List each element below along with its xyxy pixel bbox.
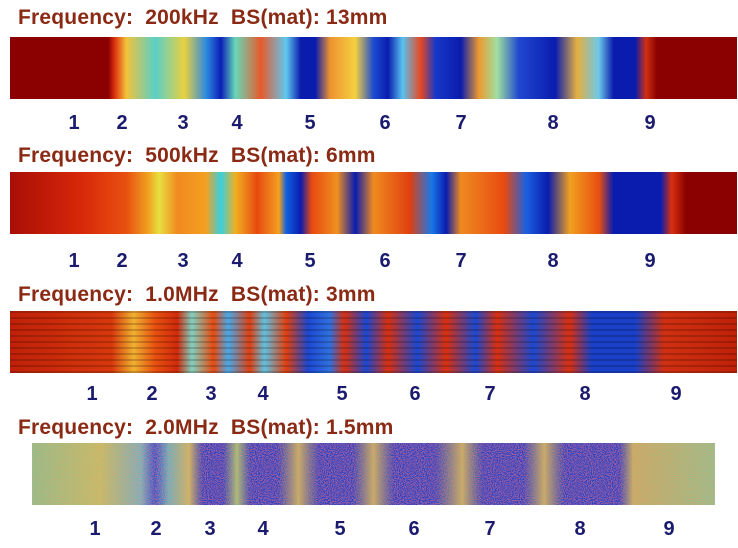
position-label: 4 <box>257 383 269 405</box>
panel-title: Frequency: 1.0MHz BS(mat): 3mm <box>18 283 376 306</box>
panel-title: Frequency: 500kHz BS(mat): 6mm <box>18 144 376 167</box>
position-label: 7 <box>455 112 467 134</box>
position-label: 2 <box>116 250 128 272</box>
position-label: 2 <box>146 383 158 405</box>
position-label: 1 <box>89 518 101 540</box>
position-label: 8 <box>579 383 591 405</box>
heatmap-strip <box>32 443 715 505</box>
position-label: 3 <box>177 250 189 272</box>
position-label: 9 <box>644 112 656 134</box>
position-label: 3 <box>177 112 189 134</box>
heatmap-strip <box>10 172 737 234</box>
position-labels: 1 2 3 4 5 6 7 8 9 <box>0 250 738 276</box>
position-label: 7 <box>455 250 467 272</box>
position-label: 6 <box>408 518 420 540</box>
position-label: 4 <box>231 112 243 134</box>
position-labels: 1 2 3 4 5 6 7 8 9 <box>0 518 738 544</box>
heatmap-strip <box>10 311 737 373</box>
position-label: 8 <box>547 112 559 134</box>
position-label: 6 <box>379 250 391 272</box>
position-label: 9 <box>663 518 675 540</box>
panel-title: Frequency: 200kHz BS(mat): 13mm <box>18 6 388 29</box>
position-label: 5 <box>304 112 316 134</box>
position-label: 4 <box>231 250 243 272</box>
position-label: 7 <box>484 383 496 405</box>
position-labels: 1 2 3 4 5 6 7 8 9 <box>0 112 738 138</box>
position-label: 5 <box>334 518 346 540</box>
position-label: 3 <box>205 383 217 405</box>
position-label: 4 <box>257 518 269 540</box>
position-label: 1 <box>86 383 98 405</box>
position-label: 5 <box>336 383 348 405</box>
position-label: 8 <box>547 250 559 272</box>
position-label: 7 <box>484 518 496 540</box>
position-label: 6 <box>409 383 421 405</box>
position-label: 2 <box>150 518 162 540</box>
position-label: 3 <box>204 518 216 540</box>
position-labels: 1 2 3 4 5 6 7 8 9 <box>0 383 738 409</box>
heatmap-strip <box>10 37 737 99</box>
position-label: 9 <box>644 250 656 272</box>
position-label: 2 <box>116 112 128 134</box>
position-label: 1 <box>68 250 80 272</box>
position-label: 9 <box>670 383 682 405</box>
position-label: 8 <box>574 518 586 540</box>
position-label: 5 <box>304 250 316 272</box>
position-label: 6 <box>379 112 391 134</box>
position-label: 1 <box>68 112 80 134</box>
panel-title: Frequency: 2.0MHz BS(mat): 1.5mm <box>18 416 394 439</box>
